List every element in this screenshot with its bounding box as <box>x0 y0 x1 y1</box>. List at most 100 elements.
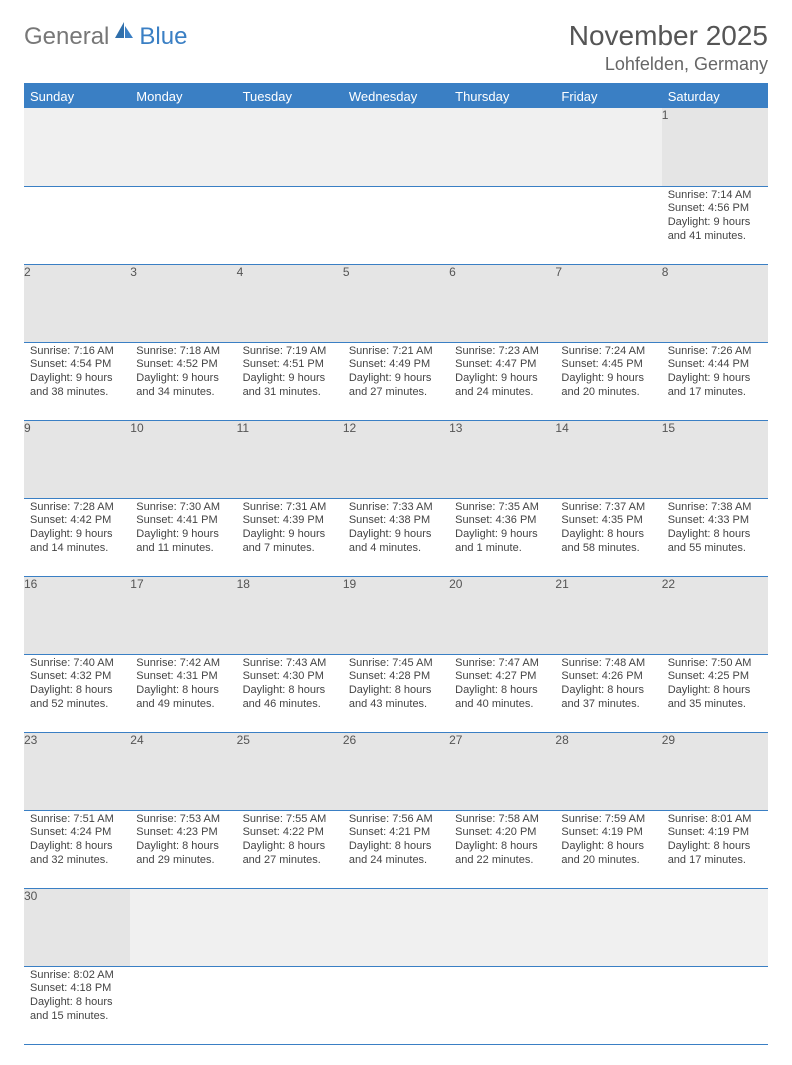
daylight-text: Daylight: 9 hours and 17 minutes. <box>668 372 762 400</box>
day-cell: Sunrise: 7:21 AMSunset: 4:49 PMDaylight:… <box>343 342 449 420</box>
day-header: Thursday <box>449 84 555 108</box>
day-cell: Sunrise: 7:51 AMSunset: 4:24 PMDaylight:… <box>24 810 130 888</box>
day-details: Sunrise: 7:24 AMSunset: 4:45 PMDaylight:… <box>555 343 661 404</box>
sunrise-text: Sunrise: 7:33 AM <box>349 501 443 515</box>
day-details: Sunrise: 7:40 AMSunset: 4:32 PMDaylight:… <box>24 655 130 716</box>
sunrise-text: Sunrise: 7:56 AM <box>349 813 443 827</box>
daylight-text: Daylight: 8 hours and 27 minutes. <box>243 840 337 868</box>
sunset-text: Sunset: 4:47 PM <box>455 358 549 372</box>
sunset-text: Sunset: 4:19 PM <box>561 826 655 840</box>
brand-part2: Blue <box>139 23 187 51</box>
daylight-text: Daylight: 8 hours and 52 minutes. <box>30 684 124 712</box>
day-cell <box>237 186 343 264</box>
day-number: 5 <box>343 264 449 342</box>
day-number: 10 <box>130 420 236 498</box>
day-details: Sunrise: 7:23 AMSunset: 4:47 PMDaylight:… <box>449 343 555 404</box>
title-block: November 2025 Lohfelden, Germany <box>569 20 768 75</box>
day-details: Sunrise: 7:26 AMSunset: 4:44 PMDaylight:… <box>662 343 768 404</box>
day-cell <box>343 966 449 1044</box>
day-details: Sunrise: 7:31 AMSunset: 4:39 PMDaylight:… <box>237 499 343 560</box>
sunset-text: Sunset: 4:49 PM <box>349 358 443 372</box>
day-number: 29 <box>662 732 768 810</box>
day-header-row: Sunday Monday Tuesday Wednesday Thursday… <box>24 84 768 108</box>
day-cell <box>449 966 555 1044</box>
sunrise-text: Sunrise: 7:48 AM <box>561 657 655 671</box>
sunrise-text: Sunrise: 7:58 AM <box>455 813 549 827</box>
sunrise-text: Sunrise: 7:31 AM <box>243 501 337 515</box>
day-number <box>449 108 555 186</box>
day-cell: Sunrise: 7:42 AMSunset: 4:31 PMDaylight:… <box>130 654 236 732</box>
day-details-row: Sunrise: 7:16 AMSunset: 4:54 PMDaylight:… <box>24 342 768 420</box>
day-number <box>24 108 130 186</box>
sunrise-text: Sunrise: 7:43 AM <box>243 657 337 671</box>
day-number <box>662 888 768 966</box>
day-number-row: 9101112131415 <box>24 420 768 498</box>
header: General Blue November 2025 Lohfelden, Ge… <box>24 20 768 75</box>
day-details: Sunrise: 8:01 AMSunset: 4:19 PMDaylight:… <box>662 811 768 872</box>
day-details: Sunrise: 7:59 AMSunset: 4:19 PMDaylight:… <box>555 811 661 872</box>
sunrise-text: Sunrise: 7:45 AM <box>349 657 443 671</box>
calendar-page: General Blue November 2025 Lohfelden, Ge… <box>0 0 792 1065</box>
sunset-text: Sunset: 4:38 PM <box>349 514 443 528</box>
day-cell: Sunrise: 7:43 AMSunset: 4:30 PMDaylight:… <box>237 654 343 732</box>
day-details: Sunrise: 7:43 AMSunset: 4:30 PMDaylight:… <box>237 655 343 716</box>
daylight-text: Daylight: 9 hours and 11 minutes. <box>136 528 230 556</box>
day-number: 26 <box>343 732 449 810</box>
day-cell: Sunrise: 7:56 AMSunset: 4:21 PMDaylight:… <box>343 810 449 888</box>
sunrise-text: Sunrise: 7:53 AM <box>136 813 230 827</box>
day-cell <box>343 186 449 264</box>
day-details: Sunrise: 7:45 AMSunset: 4:28 PMDaylight:… <box>343 655 449 716</box>
sunrise-text: Sunrise: 7:30 AM <box>136 501 230 515</box>
day-number: 9 <box>24 420 130 498</box>
sunset-text: Sunset: 4:33 PM <box>668 514 762 528</box>
day-cell: Sunrise: 8:02 AMSunset: 4:18 PMDaylight:… <box>24 966 130 1044</box>
day-cell <box>130 186 236 264</box>
sunrise-text: Sunrise: 7:50 AM <box>668 657 762 671</box>
day-details-row: Sunrise: 8:02 AMSunset: 4:18 PMDaylight:… <box>24 966 768 1044</box>
day-cell: Sunrise: 8:01 AMSunset: 4:19 PMDaylight:… <box>662 810 768 888</box>
sunrise-text: Sunrise: 7:40 AM <box>30 657 124 671</box>
daylight-text: Daylight: 9 hours and 20 minutes. <box>561 372 655 400</box>
sunset-text: Sunset: 4:24 PM <box>30 826 124 840</box>
daylight-text: Daylight: 8 hours and 22 minutes. <box>455 840 549 868</box>
location: Lohfelden, Germany <box>569 54 768 75</box>
sunset-text: Sunset: 4:32 PM <box>30 670 124 684</box>
day-number: 11 <box>237 420 343 498</box>
sunset-text: Sunset: 4:28 PM <box>349 670 443 684</box>
sunset-text: Sunset: 4:23 PM <box>136 826 230 840</box>
day-number: 2 <box>24 264 130 342</box>
day-cell: Sunrise: 7:28 AMSunset: 4:42 PMDaylight:… <box>24 498 130 576</box>
daylight-text: Daylight: 8 hours and 20 minutes. <box>561 840 655 868</box>
day-cell <box>237 966 343 1044</box>
daylight-text: Daylight: 9 hours and 31 minutes. <box>243 372 337 400</box>
day-number <box>343 888 449 966</box>
daylight-text: Daylight: 8 hours and 29 minutes. <box>136 840 230 868</box>
day-number: 7 <box>555 264 661 342</box>
day-number: 30 <box>24 888 130 966</box>
day-cell: Sunrise: 7:23 AMSunset: 4:47 PMDaylight:… <box>449 342 555 420</box>
day-number <box>555 888 661 966</box>
sunrise-text: Sunrise: 8:02 AM <box>30 969 124 983</box>
day-details: Sunrise: 8:02 AMSunset: 4:18 PMDaylight:… <box>24 967 130 1028</box>
day-number-row: 30 <box>24 888 768 966</box>
day-number: 28 <box>555 732 661 810</box>
day-cell: Sunrise: 7:53 AMSunset: 4:23 PMDaylight:… <box>130 810 236 888</box>
day-cell: Sunrise: 7:50 AMSunset: 4:25 PMDaylight:… <box>662 654 768 732</box>
sunrise-text: Sunrise: 7:47 AM <box>455 657 549 671</box>
sunset-text: Sunset: 4:42 PM <box>30 514 124 528</box>
daylight-text: Daylight: 8 hours and 24 minutes. <box>349 840 443 868</box>
calendar-table: Sunday Monday Tuesday Wednesday Thursday… <box>24 83 768 1045</box>
day-cell: Sunrise: 7:24 AMSunset: 4:45 PMDaylight:… <box>555 342 661 420</box>
day-cell: Sunrise: 7:26 AMSunset: 4:44 PMDaylight:… <box>662 342 768 420</box>
day-number: 24 <box>130 732 236 810</box>
day-details-row: Sunrise: 7:14 AMSunset: 4:56 PMDaylight:… <box>24 186 768 264</box>
sunrise-text: Sunrise: 7:19 AM <box>243 345 337 359</box>
daylight-text: Daylight: 8 hours and 49 minutes. <box>136 684 230 712</box>
sunset-text: Sunset: 4:27 PM <box>455 670 549 684</box>
sunrise-text: Sunrise: 7:42 AM <box>136 657 230 671</box>
day-number-row: 23242526272829 <box>24 732 768 810</box>
daylight-text: Daylight: 8 hours and 17 minutes. <box>668 840 762 868</box>
month-title: November 2025 <box>569 20 768 52</box>
day-cell: Sunrise: 7:30 AMSunset: 4:41 PMDaylight:… <box>130 498 236 576</box>
day-cell: Sunrise: 7:45 AMSunset: 4:28 PMDaylight:… <box>343 654 449 732</box>
